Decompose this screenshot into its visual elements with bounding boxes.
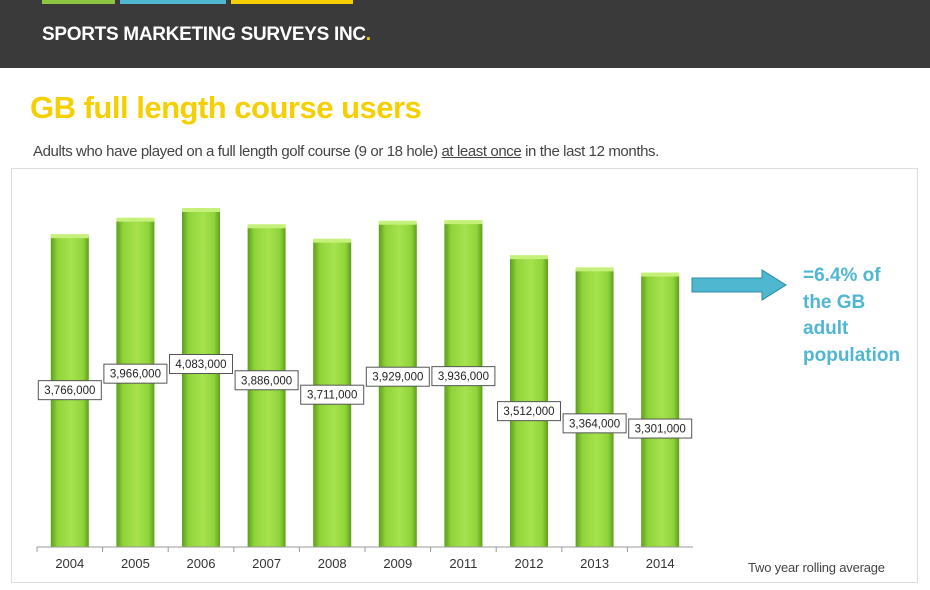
bar-cap-2004: [50, 234, 89, 239]
callout-line-2: the GB: [803, 291, 866, 313]
data-label-box: [234, 370, 299, 391]
data-label-box: [300, 384, 365, 405]
data-label-box: [365, 366, 430, 387]
arrow-icon: [691, 269, 787, 301]
data-label-box: [431, 366, 496, 387]
subtitle-after: in the last 12 months.: [521, 143, 659, 160]
brand-logo: SPORTS MARKETING SURVEYS INC.: [42, 24, 371, 46]
x-tick-label: 2009: [383, 556, 412, 571]
data-label: 3,512,000: [503, 406, 554, 418]
chart-subtitle: Adults who have played on a full length …: [33, 143, 659, 160]
x-tick-label: 2006: [187, 556, 216, 571]
bar-cap-2008: [313, 238, 352, 243]
data-label: 4,083,000: [175, 359, 226, 371]
bar-cap-2005: [116, 217, 155, 222]
brand-dot: .: [365, 24, 371, 45]
data-label: 3,886,000: [241, 375, 292, 387]
bar-cap-2014: [641, 272, 680, 277]
data-label-box: [497, 401, 561, 422]
footnote: Two year rolling average: [748, 560, 885, 575]
x-tick-label: 2012: [515, 556, 544, 571]
subtitle-before: Adults who have played on a full length …: [33, 143, 442, 160]
data-label: 3,766,000: [44, 385, 95, 397]
brand-name: SPORTS MARKETING SURVEYS INC: [42, 24, 366, 45]
bar-2014: [641, 274, 680, 547]
data-label: 3,364,000: [569, 418, 620, 430]
data-label-box: [628, 418, 693, 439]
callout-line-4: population: [803, 344, 901, 366]
brand-stripe-blue: [120, 0, 226, 4]
data-label-box: [169, 354, 233, 374]
chart-frame: [11, 168, 918, 583]
brand-stripe-green: [42, 0, 115, 4]
population-callout: =6.4% of the GB adult population: [803, 263, 900, 369]
x-axis-ticks: 2004 2005 2006 2007 2008 2009 2011 2012 2013 2014: [36, 547, 675, 571]
x-tick-label: 2011: [449, 556, 477, 571]
x-tick-label: 2007: [252, 556, 281, 571]
brand-stripe-yellow: [231, 0, 353, 4]
data-label-box: [37, 380, 102, 401]
header-bar: SPORTS MARKETING SURVEYS INC.: [0, 0, 930, 68]
data-label: 3,301,000: [635, 424, 686, 436]
bar-2013: [575, 269, 614, 547]
data-labels-group: 3,766,000 3,966,000 4,083,000 3,886,000 3,71…: [37, 354, 693, 439]
data-label: 3,966,000: [110, 369, 161, 381]
subtitle-underlined: at least once: [441, 143, 522, 160]
data-label: 3,936,000: [438, 371, 489, 383]
bar-cap-2006: [182, 208, 220, 212]
data-label-box: [103, 363, 168, 384]
bar-cap-2013: [575, 267, 614, 272]
callout-line-1: =6.4% of: [803, 265, 881, 286]
callout-line-3: adult: [803, 318, 849, 339]
bar-cap-2012: [510, 255, 548, 260]
bar-cap-2009: [378, 220, 417, 225]
bar-cap-2011: [444, 220, 483, 225]
x-tick-label: 2005: [121, 556, 150, 571]
data-label: 3,929,000: [372, 372, 423, 384]
x-tick-label: 2013: [580, 556, 609, 571]
x-tick-label: 2008: [318, 556, 347, 571]
x-tick-label: 2014: [646, 556, 675, 571]
data-label: 3,711,000: [307, 390, 357, 402]
arrow-shape: [691, 269, 787, 301]
bar-cap-2007: [247, 224, 286, 229]
bar-2006: [182, 210, 220, 547]
page-title: GB full length course users: [30, 90, 422, 125]
data-label-box: [562, 413, 627, 434]
x-tick-label: 2004: [55, 556, 84, 571]
